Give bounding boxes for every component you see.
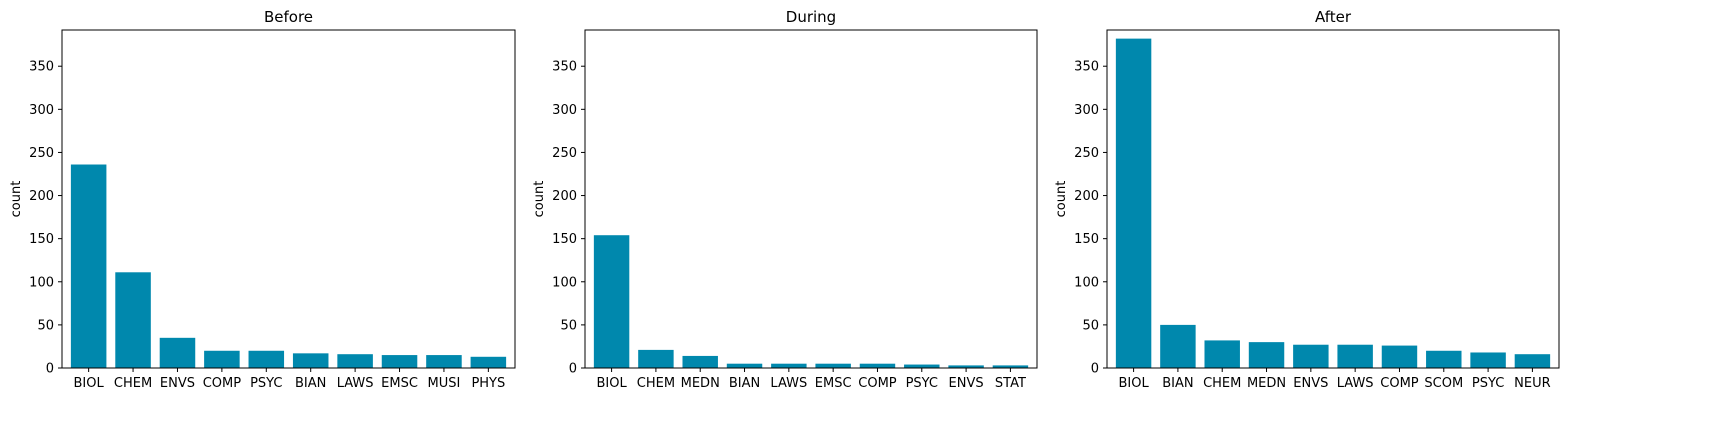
bar-medn	[1248, 342, 1285, 368]
bar-bian	[726, 363, 763, 368]
chart-panel-2: BIOL CHEM MEDN BIAN LAWS EMSC COMP PSYC ENVS STAT…	[532, 8, 1038, 391]
bar-laws	[337, 354, 373, 368]
bar-bian	[292, 353, 329, 368]
y-tick-label: 200	[29, 189, 54, 204]
bar-laws	[771, 363, 807, 368]
chart-title: After	[1315, 8, 1352, 26]
x-tick-label: SCOM	[1424, 376, 1463, 391]
chart-panel-3: BIOL BIAN CHEM MEDN ENVS LAWS COMP SCOM PSYC NEUR…	[1054, 8, 1560, 391]
y-tick-label: 250	[29, 146, 54, 161]
bar-biol	[70, 164, 107, 368]
x-tick-label: MEDN	[1247, 376, 1286, 391]
y-tick-label: 150	[29, 232, 54, 247]
y-tick-label: 350	[1074, 60, 1099, 75]
y-tick-label: 0	[46, 362, 54, 377]
bar-comp	[859, 363, 896, 368]
plot-frame	[1106, 29, 1560, 369]
bar-psyc	[248, 350, 285, 368]
bar-musi	[426, 355, 462, 368]
bar-emsc	[815, 363, 851, 368]
bar-envs	[159, 337, 196, 368]
x-tick-label: LAWS	[337, 376, 374, 391]
y-tick-label: 0	[569, 362, 577, 377]
y-tick-label: 100	[29, 275, 54, 290]
x-tick-label: MEDN	[681, 376, 720, 391]
y-tick-label: 200	[1074, 189, 1099, 204]
x-tick-label: STAT	[995, 376, 1026, 391]
y-tick-label: 100	[552, 275, 577, 290]
x-tick-label: BIAN	[1162, 376, 1193, 391]
y-tick-label: 250	[552, 146, 577, 161]
bar-chem	[638, 349, 674, 368]
x-tick-label: LAWS	[770, 376, 807, 391]
x-tick-label: CHEM	[114, 376, 152, 391]
x-tick-label: BIAN	[729, 376, 760, 391]
x-tick-label: NEUR	[1514, 376, 1551, 391]
bar-comp	[1381, 345, 1418, 368]
bar-emsc	[381, 355, 418, 368]
x-tick-label: BIOL	[1118, 376, 1149, 391]
chart-panel-1: BIOL CHEM ENVS COMP PSYC BIAN LAWS EMSC MUSI PHYS…	[9, 8, 516, 391]
plot-frame	[61, 29, 516, 369]
bar-biol	[1115, 38, 1152, 369]
bar-psyc	[904, 364, 940, 368]
y-tick-label: 100	[1074, 275, 1099, 290]
x-tick-label: ENVS	[949, 376, 984, 391]
y-tick-label: 50	[1082, 318, 1099, 333]
x-tick-label: CHEM	[637, 376, 675, 391]
x-tick-label: BIAN	[295, 376, 326, 391]
x-tick-label: PSYC	[906, 376, 938, 391]
bar-chem	[115, 272, 151, 368]
y-tick-label: 150	[552, 232, 577, 247]
x-tick-label: COMP	[858, 376, 897, 391]
y-tick-label: 350	[552, 60, 577, 75]
x-tick-label: COMP	[203, 376, 242, 391]
y-axis-label: count	[1054, 181, 1069, 218]
bar-medn	[682, 355, 718, 368]
y-tick-label: 300	[29, 103, 54, 118]
y-tick-label: 300	[1074, 103, 1099, 118]
bar-bian	[1160, 324, 1196, 368]
x-tick-label: PSYC	[1472, 376, 1504, 391]
bar-scom	[1426, 350, 1462, 368]
bar-phys	[470, 356, 507, 368]
bar-comp	[204, 350, 240, 368]
bar-psyc	[1470, 352, 1506, 368]
y-tick-label: 50	[37, 318, 54, 333]
bar-chem	[1204, 340, 1240, 368]
y-tick-label: 200	[552, 189, 577, 204]
x-tick-label: BIOL	[596, 376, 627, 391]
x-tick-label: CHEM	[1203, 376, 1241, 391]
bar-stat	[992, 365, 1029, 368]
bar-neur	[1514, 354, 1551, 368]
x-tick-label: EMSC	[381, 376, 418, 391]
plot-frame	[584, 29, 1038, 369]
chart-title: Before	[264, 8, 313, 26]
x-tick-label: BIOL	[74, 376, 105, 391]
y-tick-label: 250	[1074, 146, 1099, 161]
x-tick-label: PHYS	[471, 376, 505, 391]
x-tick-label: ENVS	[160, 376, 195, 391]
y-tick-label: 0	[1091, 362, 1099, 377]
bar-envs	[948, 365, 984, 368]
bar-envs	[1293, 344, 1329, 368]
y-tick-label: 150	[1074, 232, 1099, 247]
y-axis-label: count	[532, 181, 547, 218]
y-tick-label: 300	[552, 103, 577, 118]
x-tick-label: ENVS	[1293, 376, 1328, 391]
y-tick-label: 350	[29, 60, 54, 75]
x-tick-label: MUSI	[428, 376, 461, 391]
x-tick-label: COMP	[1380, 376, 1419, 391]
x-tick-label: LAWS	[1337, 376, 1374, 391]
x-tick-label: PSYC	[250, 376, 282, 391]
y-axis-label: count	[9, 181, 24, 218]
y-tick-label: 50	[560, 318, 577, 333]
x-tick-label: EMSC	[815, 376, 852, 391]
bar-laws	[1337, 344, 1373, 368]
bar-biol	[593, 235, 630, 368]
chart-title: During	[786, 8, 836, 26]
